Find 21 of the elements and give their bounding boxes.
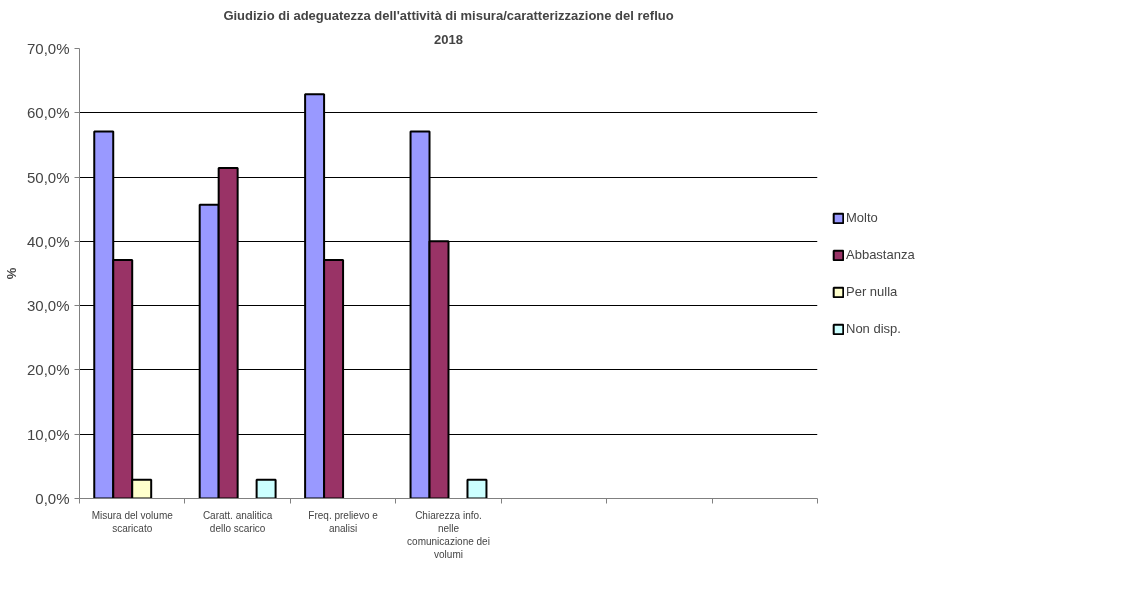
y-tick-label: 30,0% (26, 297, 70, 315)
x-tick-label: Freq. prelievo e analisi (308, 509, 379, 534)
legend-label: Abbastanza (846, 247, 915, 262)
legend-label: Non disp. (846, 321, 901, 336)
bar (255, 478, 277, 499)
chart-title: Giudizio di adeguatezza dell'attività di misura/caratterizzazione del refluo (223, 7, 674, 23)
y-tick-label: 0,0% (35, 490, 70, 507)
x-tick-label: Chiarezza info. nelle comunicazione dei volumi (407, 509, 490, 561)
y-tick-label: 20,0% (26, 361, 70, 379)
x-tick-label: Caratt. analitica dello scarico (202, 509, 273, 534)
y-tick-label: 70,0% (26, 40, 70, 57)
y-axis-title: % (3, 267, 19, 280)
legend-label: Molto (846, 210, 878, 225)
y-tick-label: 50,0% (26, 168, 70, 186)
y-tick-label: 60,0% (26, 104, 70, 122)
legend-label: Per nulla (846, 284, 898, 299)
chart-subtitle: 2018 (434, 31, 463, 47)
x-tick-label: Misura del volume scaricato (91, 509, 174, 534)
y-tick-label: 40,0% (26, 232, 70, 250)
bar (466, 478, 488, 499)
y-tick-label: 10,0% (26, 425, 70, 443)
